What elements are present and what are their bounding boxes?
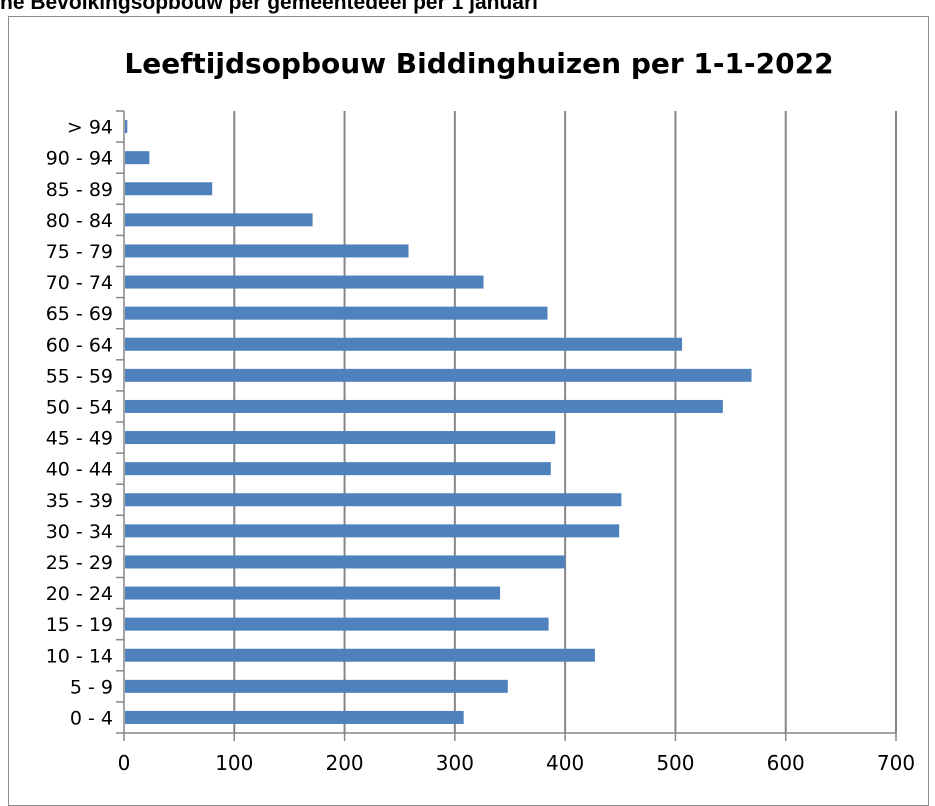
bar-90-94 [125, 151, 150, 165]
bar-85-89 [125, 182, 213, 196]
bar-50-54 [125, 399, 723, 413]
y-category-label: 35 - 39 [46, 490, 113, 512]
chart-frame: Leeftijdsopbouw Biddinghuizen per 1-1-20… [8, 16, 929, 806]
y-category-label: 20 - 24 [46, 583, 113, 605]
y-category-label: 50 - 54 [46, 396, 113, 418]
gridlines [233, 111, 897, 733]
y-category-label: 45 - 49 [46, 428, 113, 450]
y-category-label: 85 - 89 [46, 179, 113, 201]
bar-35-39 [125, 493, 622, 507]
bar-45-49 [125, 431, 556, 445]
bar-chart: Leeftijdsopbouw Biddinghuizen per 1-1-20… [46, 47, 915, 775]
axes [116, 110, 897, 741]
x-tick-label: 500 [656, 751, 694, 775]
bar-15-19 [125, 617, 549, 631]
y-category-label: 40 - 44 [46, 459, 113, 481]
y-category-label: 70 - 74 [46, 272, 113, 294]
x-tick-label: 700 [877, 751, 915, 775]
x-tick-label: 100 [215, 751, 253, 775]
bar-55-59 [125, 368, 752, 382]
y-category-label: 90 - 94 [46, 148, 113, 170]
page-heading: ne Bevolkingsopbouw per gemeentedeel per… [0, 0, 538, 14]
bar-65-69 [125, 306, 548, 320]
y-category-label: 75 - 79 [46, 241, 113, 263]
bar-40-44 [125, 462, 551, 476]
y-category-label: 55 - 59 [46, 365, 113, 387]
y-category-label: 30 - 34 [46, 521, 113, 543]
y-category-label: 5 - 9 [70, 676, 113, 698]
y-category-label: 25 - 29 [46, 552, 113, 574]
y-category-label: > 94 [67, 117, 113, 139]
y-category-label: 65 - 69 [46, 303, 113, 325]
x-tick-label: 400 [546, 751, 584, 775]
y-category-label: 0 - 4 [70, 707, 113, 729]
x-tick-label: 0 [118, 751, 131, 775]
y-category-label: 80 - 84 [46, 210, 113, 232]
bar-20-24 [125, 586, 501, 600]
x-tick-label: 200 [325, 751, 363, 775]
bar-60-64 [125, 337, 683, 351]
bar-75-79 [125, 244, 409, 258]
y-category-label: 15 - 19 [46, 614, 113, 636]
bars [125, 120, 752, 724]
chart-title: Leeftijdsopbouw Biddinghuizen per 1-1-20… [124, 47, 833, 80]
bar-10-14 [125, 648, 595, 662]
bar-70-74 [125, 275, 484, 289]
tick-labels: 0 100 200 300 400 500 600 700 0 - 4 5 - 9 10 - 14 1… [46, 117, 915, 775]
bar-80-84 [125, 213, 313, 227]
x-tick-label: 300 [436, 751, 474, 775]
bar-25-29 [125, 555, 566, 569]
bar--94 [125, 120, 128, 134]
bar-5-9 [125, 679, 508, 693]
y-category-label: 10 - 14 [46, 645, 113, 667]
x-tick-label: 600 [767, 751, 805, 775]
y-category-label: 60 - 64 [46, 334, 113, 356]
bar-0-4 [125, 710, 464, 724]
bar-30-34 [125, 524, 620, 538]
